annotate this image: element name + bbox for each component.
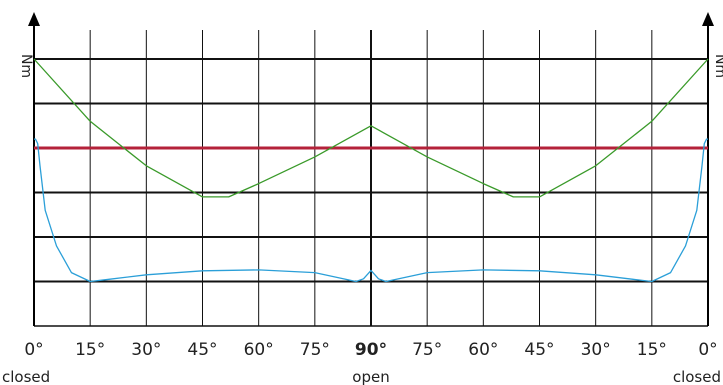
- x-sublabel: closed: [2, 368, 50, 385]
- x-tick-label: 75°: [412, 340, 442, 360]
- axes: [28, 12, 714, 326]
- x-tick-label: 75°: [300, 340, 330, 360]
- x-tick-label: 45°: [187, 340, 217, 360]
- x-tick-label: 0°: [24, 340, 43, 360]
- x-sublabels: closed open closed: [2, 368, 721, 385]
- x-tick-label: 30°: [131, 340, 161, 360]
- x-tick-label: 0°: [698, 340, 717, 360]
- x-tick-label: 30°: [581, 340, 611, 360]
- y-axis-label-right: Nm: [712, 54, 723, 78]
- x-tick-label: 45°: [524, 340, 554, 360]
- x-tick-label: 90°: [355, 340, 387, 360]
- series-line-3: [34, 138, 708, 283]
- series-line-2: [33, 58, 709, 198]
- x-sublabel: open: [352, 368, 389, 385]
- y-axis-left-arrow: [28, 12, 40, 26]
- y-axis-right-arrow: [702, 12, 714, 26]
- x-tick-labels: 0° 15° 30° 45° 60° 75° 90° 75° 60° 45° 30° 15° 0°: [24, 340, 717, 360]
- x-tick-label: 15°: [637, 340, 667, 360]
- x-tick-label: 15°: [75, 340, 105, 360]
- x-sublabel: closed: [673, 368, 721, 385]
- x-tick-label: 60°: [468, 340, 498, 360]
- grid: [33, 30, 709, 327]
- x-tick-label: 60°: [244, 340, 274, 360]
- y-axis-label-left: Nm: [18, 54, 34, 78]
- series-group: [33, 58, 709, 283]
